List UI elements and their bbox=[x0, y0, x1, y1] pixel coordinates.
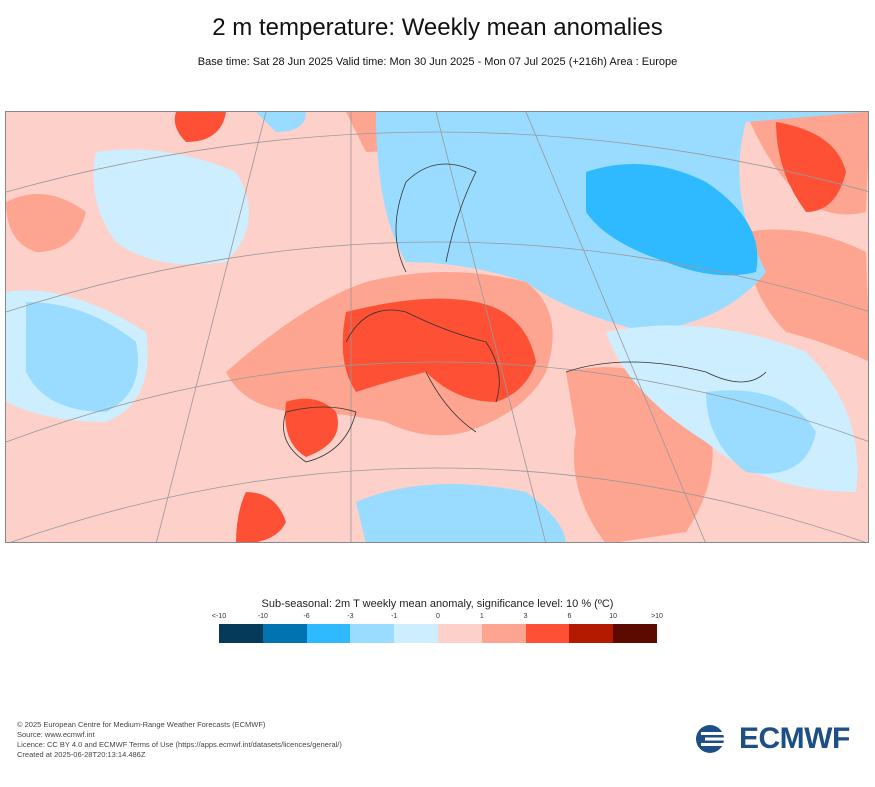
colorbar-swatch bbox=[219, 624, 263, 643]
copyright-text: © 2025 European Centre for Medium-Range … bbox=[17, 720, 266, 729]
graticule-lines bbox=[6, 112, 868, 542]
chart-subtitle: Base time: Sat 28 Jun 2025 Valid time: M… bbox=[197, 56, 678, 68]
colorbar-swatch bbox=[613, 624, 657, 643]
colorbar-swatch bbox=[350, 624, 395, 643]
legend-tick: >10 bbox=[651, 613, 663, 620]
source-text: Source: www.ecmwf.int bbox=[17, 730, 95, 739]
coastlines bbox=[283, 163, 767, 463]
legend-tick: <-10 bbox=[211, 613, 227, 620]
legend-tick: -3 bbox=[347, 613, 354, 620]
legend-tick: 10 bbox=[609, 613, 618, 620]
legend-tick: 1 bbox=[479, 613, 484, 620]
ecmwf-logo: ECMWF bbox=[695, 722, 850, 756]
legend-tick: 6 bbox=[567, 613, 572, 620]
colorbar-swatch bbox=[394, 624, 438, 643]
ecmwf-logo-icon bbox=[696, 725, 735, 753]
legend-tick: -1 bbox=[391, 613, 398, 620]
anomaly-map bbox=[5, 111, 869, 543]
chart-title: 2 m temperature: Weekly mean anomalies bbox=[212, 14, 663, 41]
footer: © 2025 European Centre for Medium-Range … bbox=[17, 720, 342, 760]
colorbar-swatch bbox=[525, 624, 570, 643]
legend-tick: 0 bbox=[436, 613, 440, 620]
colorbar-swatch bbox=[481, 624, 526, 643]
colorbar-swatch bbox=[569, 624, 614, 643]
legend-title: Sub-seasonal: 2m T weekly mean anomaly, … bbox=[261, 598, 614, 610]
colorbar-swatch bbox=[437, 624, 482, 643]
legend-tick: -6 bbox=[303, 613, 310, 620]
colorbar-swatch bbox=[262, 624, 307, 643]
licence-text: Licence: CC BY 4.0 and ECMWF Terms of Us… bbox=[17, 740, 342, 749]
logo-text: ECMWF bbox=[739, 722, 850, 755]
colorbar-swatch bbox=[306, 624, 351, 643]
legend-tick: -10 bbox=[257, 613, 268, 620]
colorbar bbox=[219, 624, 657, 643]
warm-anomaly-areas bbox=[6, 112, 868, 542]
legend-tick: 3 bbox=[523, 613, 528, 620]
created-text: Created at 2025-06-28T20:13:14.486Z bbox=[17, 750, 146, 759]
legend-ticks: <-10 -10 -6 -3 -1 0 1 3 6 10 >10 bbox=[212, 613, 663, 623]
